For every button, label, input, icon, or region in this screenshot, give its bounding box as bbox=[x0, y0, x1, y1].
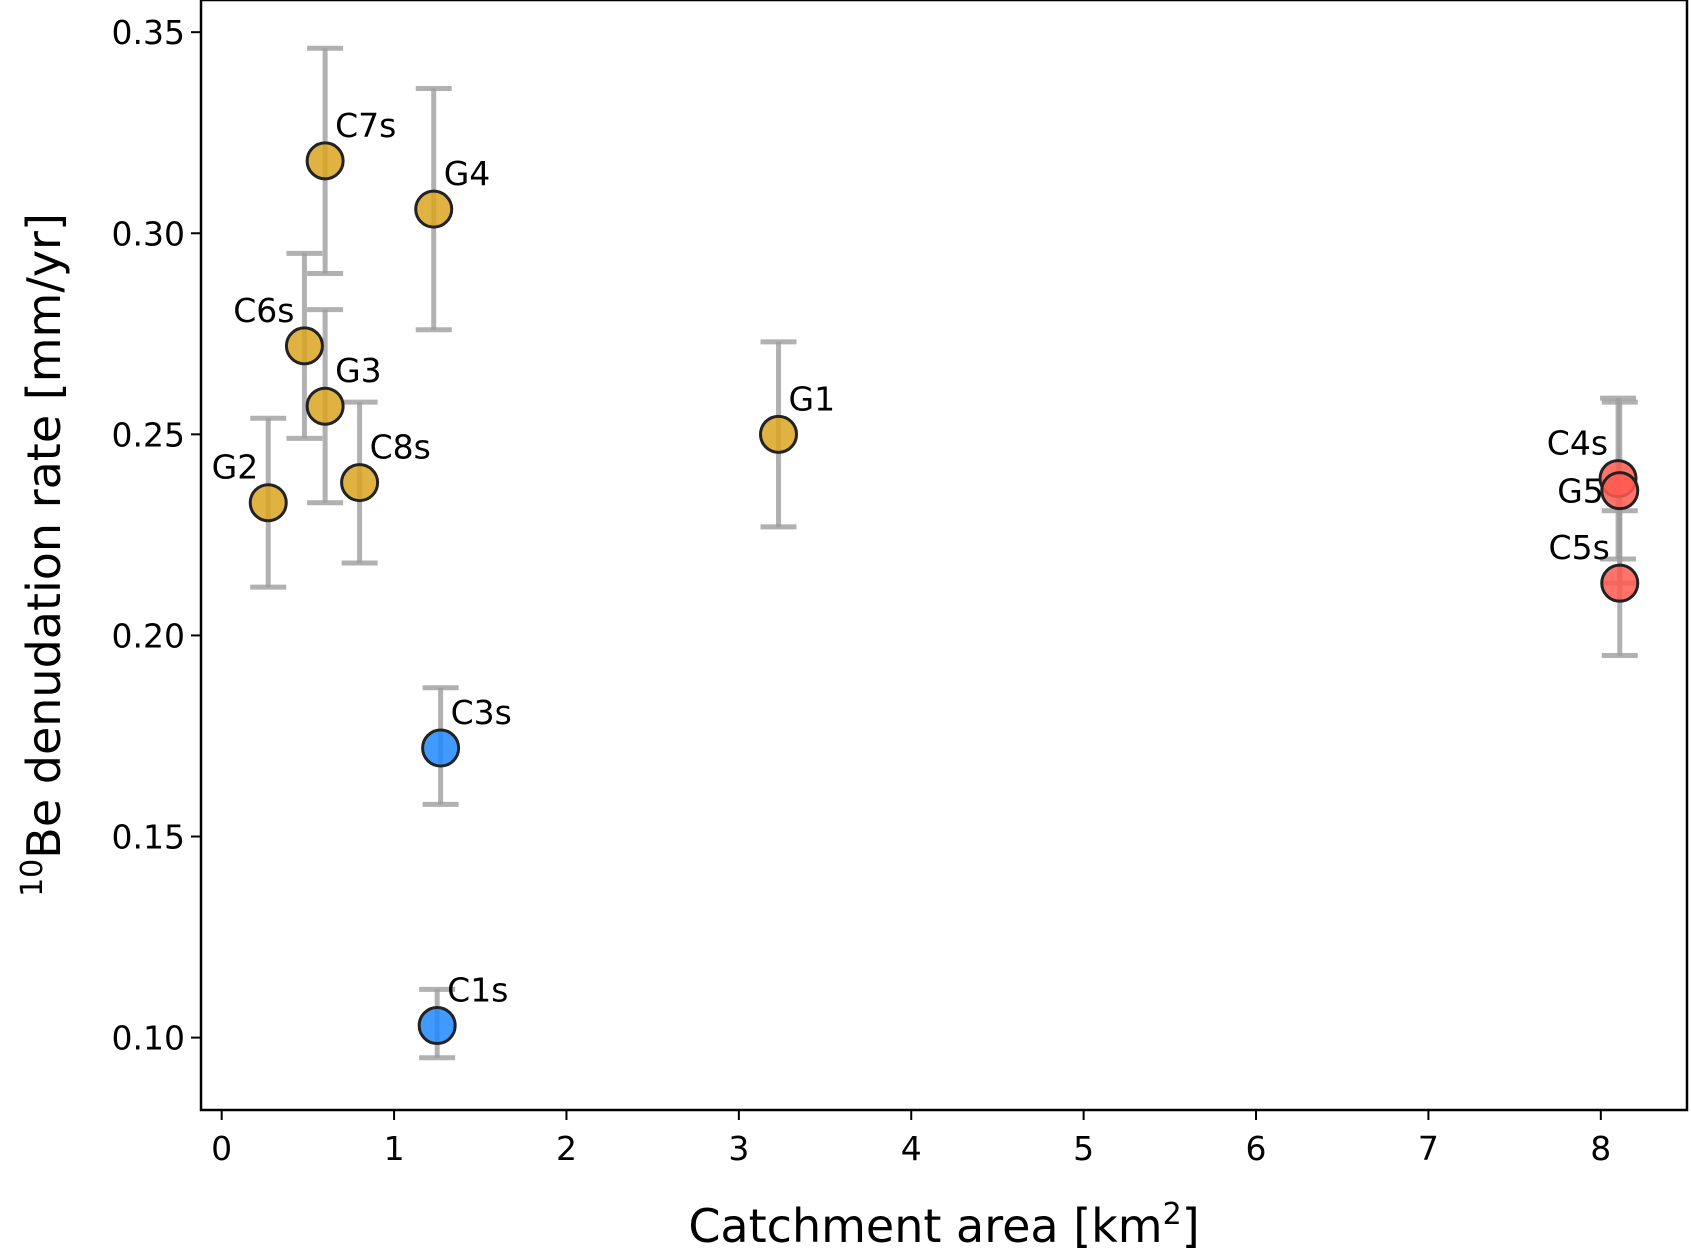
data-point bbox=[305, 386, 345, 426]
y-axis-ticks: 0.10 0.15 0.20 0.25 0.30 0.35 bbox=[112, 13, 201, 1058]
point-label: G1 bbox=[789, 379, 836, 418]
x-axis-ticks: 0 1 2 3 4 5 6 7 8 bbox=[211, 1110, 1611, 1168]
point-label: G3 bbox=[335, 351, 382, 390]
x-tick-label: 2 bbox=[556, 1129, 577, 1168]
x-axis-title-end: ] bbox=[1182, 1199, 1200, 1251]
point-label: C1s bbox=[447, 971, 508, 1010]
data-point bbox=[417, 1006, 457, 1046]
x-axis-title-superscript: 2 bbox=[1163, 1197, 1182, 1232]
y-tick-label: 0.35 bbox=[112, 13, 185, 52]
y-axis-title-superscript: 10 bbox=[15, 859, 50, 897]
y-tick-label: 0.15 bbox=[112, 818, 185, 857]
point-labels: C7s G4 C6s G3 C8s G2 G1 C3s C1s C4s G5 C5s bbox=[212, 106, 1610, 1010]
x-tick-label: 0 bbox=[211, 1129, 232, 1168]
x-axis-title: Catchment area [km2] bbox=[688, 1197, 1199, 1251]
data-point bbox=[759, 414, 799, 454]
y-tick-label: 0.30 bbox=[112, 214, 185, 253]
x-tick-label: 8 bbox=[1590, 1129, 1611, 1168]
data-point bbox=[340, 463, 380, 503]
data-point bbox=[284, 326, 324, 366]
data-point bbox=[305, 141, 345, 181]
point-label: C6s bbox=[233, 291, 294, 330]
point-label: G2 bbox=[212, 448, 259, 487]
y-axis-title: 10Be denudation rate [mm/yr] bbox=[15, 213, 71, 897]
y-tick-label: 0.10 bbox=[112, 1019, 185, 1058]
data-point bbox=[1600, 563, 1640, 603]
data-point bbox=[248, 483, 288, 523]
data-points bbox=[248, 141, 1640, 1046]
data-point bbox=[414, 189, 454, 229]
point-label: G4 bbox=[444, 154, 491, 193]
x-tick-label: 1 bbox=[384, 1129, 405, 1168]
point-label: C4s bbox=[1547, 424, 1608, 463]
plot-frame bbox=[199, 0, 1689, 1112]
x-tick-label: 4 bbox=[901, 1129, 922, 1168]
x-tick-label: 3 bbox=[728, 1129, 749, 1168]
x-tick-label: 7 bbox=[1418, 1129, 1439, 1168]
y-tick-label: 0.25 bbox=[112, 415, 185, 454]
data-point bbox=[421, 728, 461, 768]
data-point bbox=[1600, 471, 1640, 511]
point-label: G5 bbox=[1557, 472, 1604, 511]
x-tick-label: 5 bbox=[1073, 1129, 1094, 1168]
y-axis-title-main: Be denudation rate [mm/yr] bbox=[17, 213, 71, 859]
point-label: C7s bbox=[335, 106, 396, 145]
point-label: C3s bbox=[451, 693, 512, 732]
point-label: C5s bbox=[1549, 528, 1610, 567]
x-axis-title-main: Catchment area [km bbox=[688, 1199, 1162, 1251]
point-label: C8s bbox=[370, 428, 431, 467]
y-tick-label: 0.20 bbox=[112, 616, 185, 655]
x-tick-label: 6 bbox=[1246, 1129, 1267, 1168]
